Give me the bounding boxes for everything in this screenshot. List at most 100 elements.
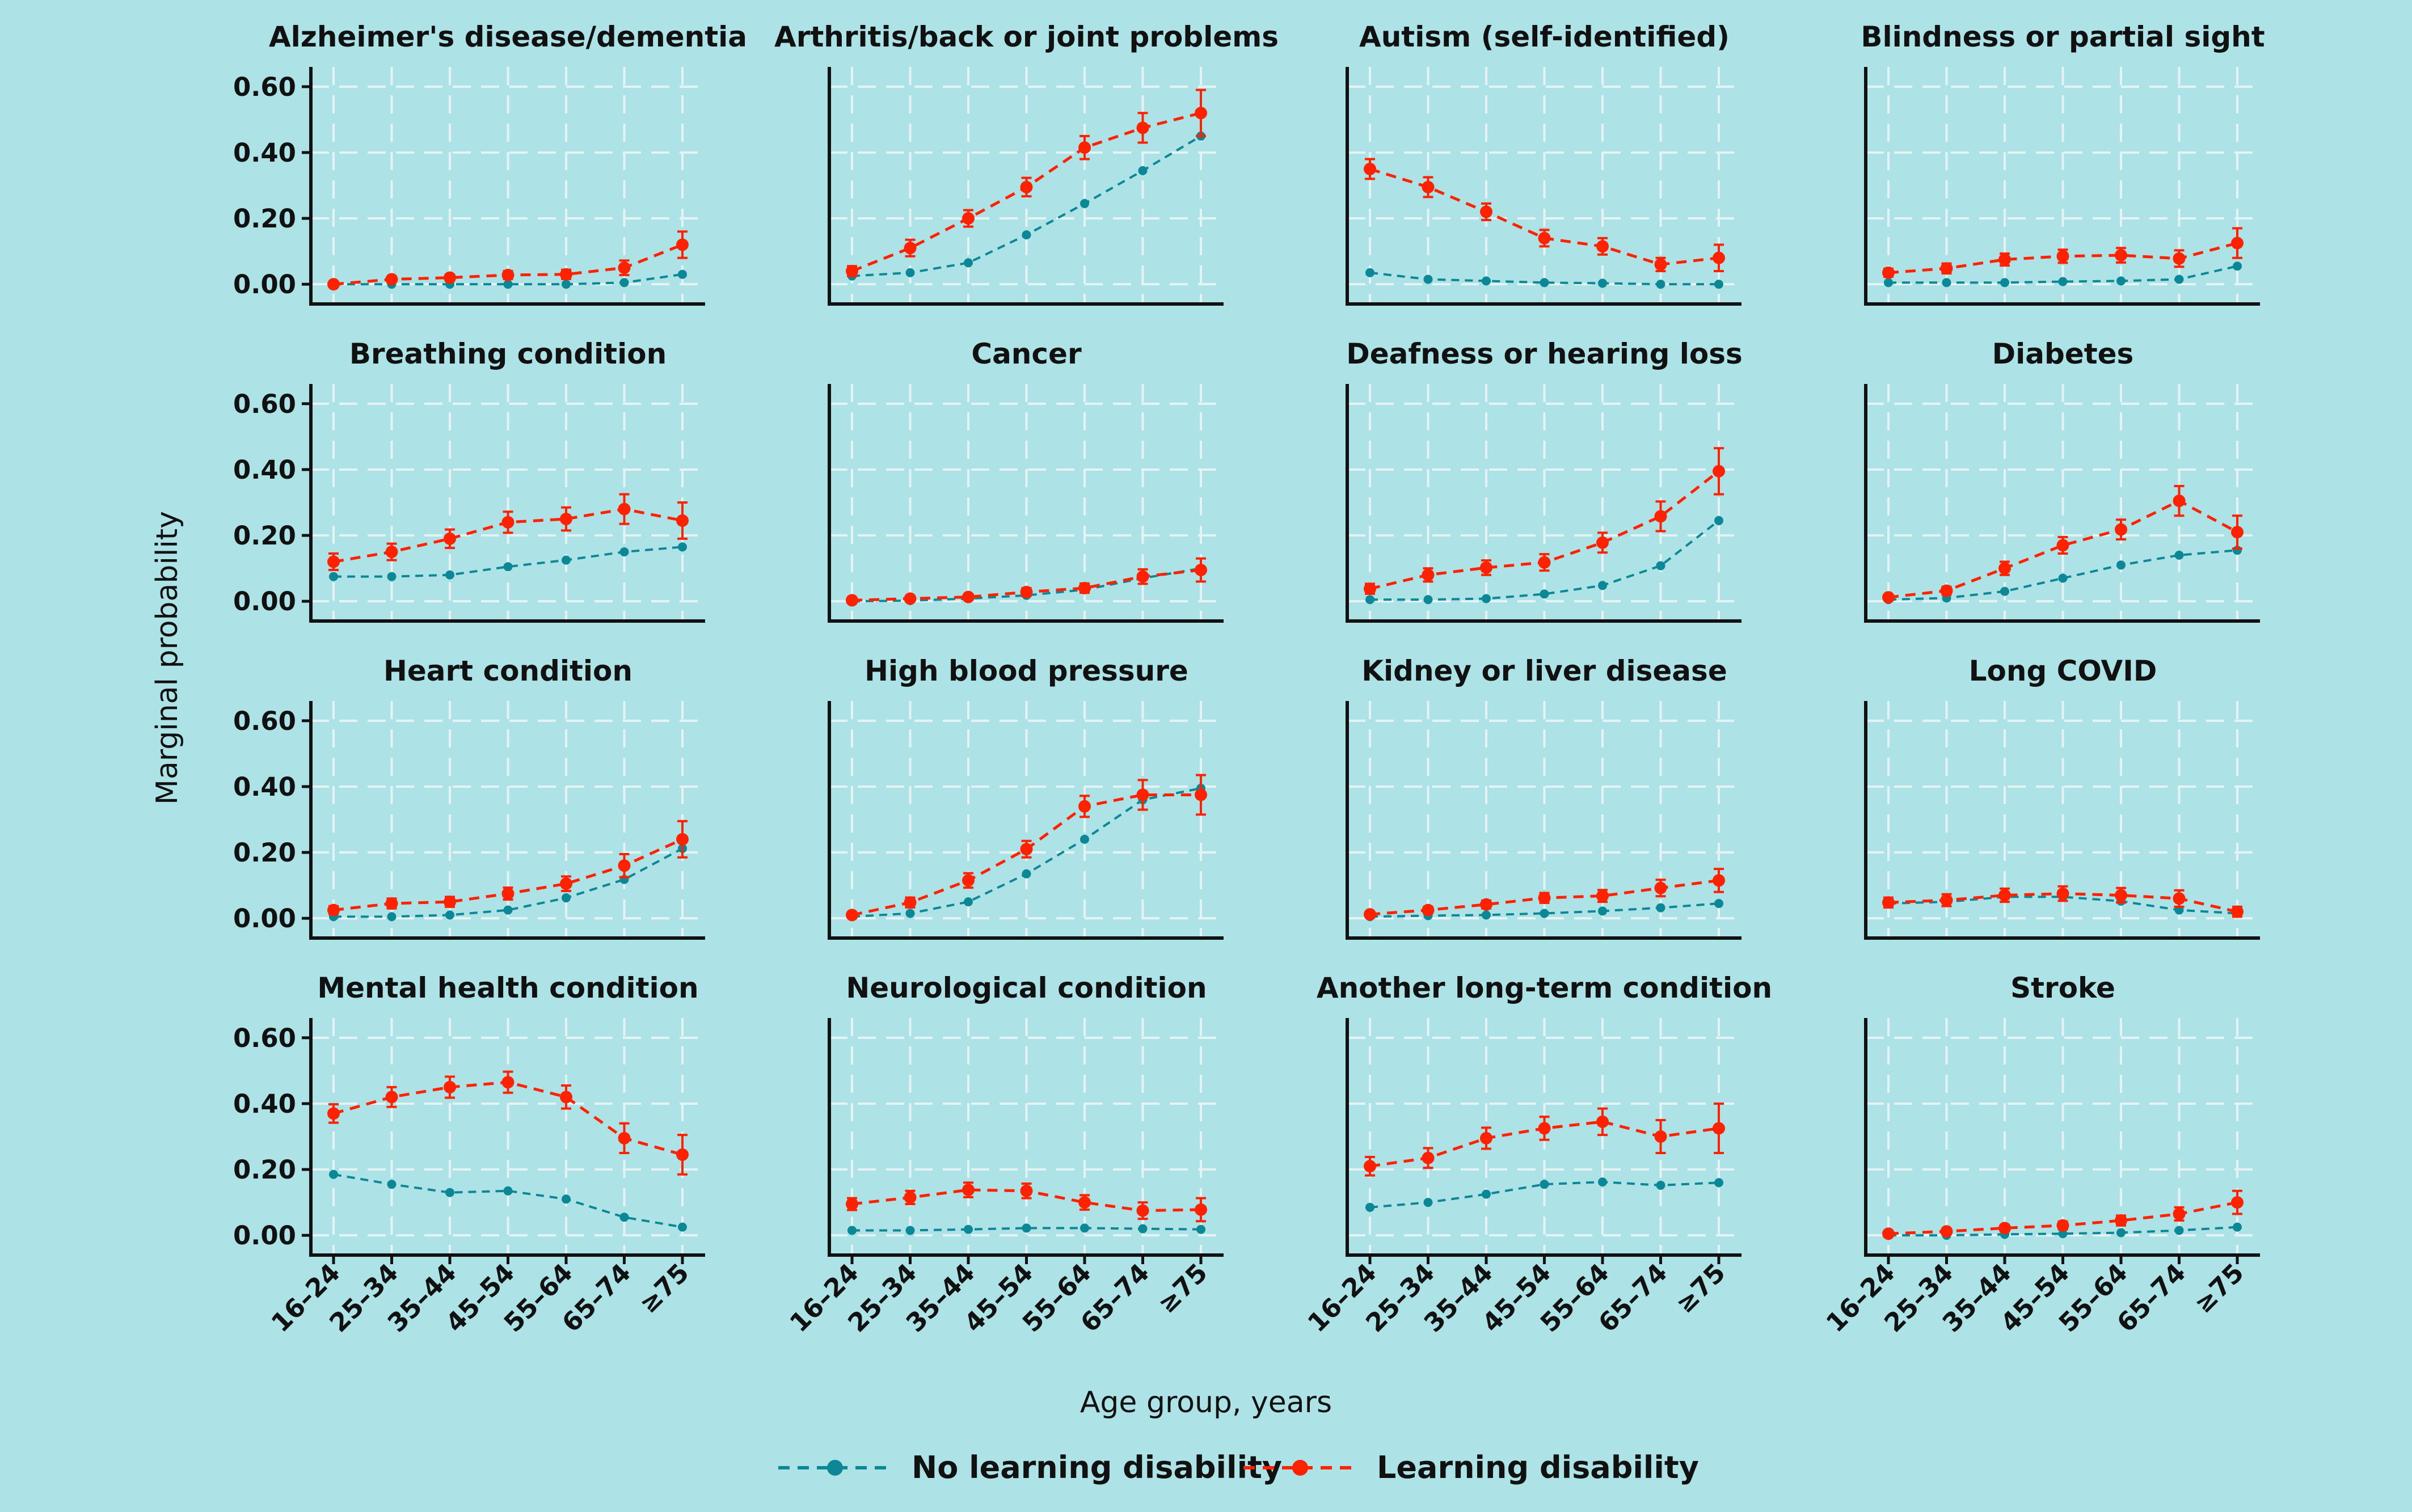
data-point-no-ld [1884, 278, 1893, 288]
data-point-ld [1078, 141, 1091, 154]
data-point-ld [560, 1091, 572, 1104]
data-point-ld [327, 1107, 340, 1120]
panel-blindness-or-partial-sight: Blindness or partial sight [1861, 20, 2265, 306]
panel-title: Arthritis/back or joint problems [774, 20, 1279, 53]
data-point-no-ld [1196, 1224, 1205, 1234]
data-point-ld [327, 903, 340, 917]
y-tick-label: 0.20 [233, 838, 296, 868]
data-point-ld [676, 1148, 689, 1161]
data-point-no-ld [1598, 906, 1607, 916]
panel-title: Breathing condition [349, 337, 667, 370]
y-tick-label: 0.60 [233, 706, 296, 736]
data-point-no-ld [1714, 516, 1723, 525]
data-point-ld [962, 874, 975, 887]
panel-cancer: Cancer [828, 337, 1224, 623]
y-tick-label: 0.40 [233, 1089, 296, 1119]
data-point-no-ld [2233, 261, 2242, 271]
panel-title: Neurological condition [846, 972, 1207, 1004]
data-point-ld [1998, 562, 2011, 575]
data-point-ld [1538, 556, 1551, 569]
legend-item-no-ld: No learning disability [778, 1450, 1282, 1485]
data-point-ld [846, 1198, 858, 1211]
data-point-no-ld [2000, 586, 2009, 596]
data-point-no-ld [2116, 276, 2126, 286]
data-point-no-ld [1482, 276, 1491, 286]
data-point-ld [2056, 539, 2069, 552]
panel-breathing-condition: Breathing condition 0.00 0.20 0.40 0.60 [233, 337, 705, 623]
data-point-ld [1078, 581, 1091, 594]
data-point-no-ld [905, 909, 915, 918]
data-point-no-ld [1080, 198, 1089, 208]
panel-diabetes: Diabetes [1864, 337, 2260, 623]
data-point-ld [1654, 510, 1667, 523]
data-point-ld [1998, 253, 2011, 266]
y-tick-label: 0.20 [233, 1155, 296, 1185]
data-point-no-ld [1423, 274, 1433, 284]
panel-arthritis-back-or-joint-problems: Arthritis/back or joint problems [774, 20, 1279, 306]
data-point-ld [2173, 252, 2186, 265]
legend-label-no-ld: No learning disability [912, 1450, 1282, 1485]
y-tick-label: 0.40 [233, 138, 296, 168]
data-point-no-ld [678, 269, 687, 279]
data-point-no-ld [1365, 268, 1374, 277]
data-point-no-ld [2174, 1226, 2184, 1235]
data-point-ld [846, 909, 858, 922]
data-point-ld [904, 242, 917, 255]
data-point-ld [1136, 788, 1149, 801]
data-point-no-ld [445, 1188, 454, 1197]
data-point-no-ld [1656, 903, 1665, 913]
data-point-ld [560, 877, 572, 890]
legend-label-ld: Learning disability [1377, 1450, 1699, 1485]
data-point-no-ld [964, 897, 973, 907]
data-point-ld [444, 271, 456, 284]
data-point-no-ld [1540, 589, 1549, 599]
data-point-ld [618, 261, 631, 274]
data-point-ld [1136, 570, 1149, 583]
data-point-ld [1136, 1204, 1149, 1217]
y-axis-title: Marginal probability [150, 511, 184, 805]
panel-alzheimer-s-disease-dementia: Alzheimer's disease/dementia 0.00 0.20 0.40… [233, 20, 747, 306]
data-point-ld [501, 887, 515, 900]
panel-heart-condition: Heart condition 0.00 0.20 0.40 0.60 [233, 654, 705, 940]
data-point-ld [1596, 889, 1609, 902]
panels: Alzheimer's disease/dementia 0.00 0.20 0.40… [233, 20, 2265, 1338]
data-point-ld [1596, 240, 1609, 253]
data-point-no-ld [1598, 278, 1607, 288]
data-point-no-ld [619, 278, 629, 288]
data-point-ld [846, 264, 858, 277]
data-point-ld [1882, 1227, 1895, 1240]
data-point-ld [676, 833, 689, 846]
data-point-ld [2231, 236, 2244, 250]
data-point-ld [1136, 121, 1149, 134]
data-point-no-ld [964, 1224, 973, 1234]
panel-title: Another long-term condition [1317, 972, 1772, 1004]
data-point-no-ld [1714, 1178, 1723, 1188]
data-point-no-ld [503, 280, 513, 289]
data-point-no-ld [2058, 277, 2068, 286]
data-point-ld [1596, 536, 1609, 549]
data-point-ld [1480, 205, 1492, 218]
data-point-no-ld [1080, 834, 1089, 844]
data-point-no-ld [1022, 869, 1031, 879]
data-point-no-ld [562, 1194, 571, 1204]
data-point-ld [846, 594, 858, 607]
y-tick-label: 0.60 [233, 389, 296, 419]
data-point-ld [2056, 250, 2069, 263]
data-point-ld [444, 532, 456, 545]
data-point-ld [1078, 1196, 1091, 1209]
data-point-no-ld [1714, 899, 1723, 909]
data-point-no-ld [1482, 910, 1491, 920]
data-point-no-ld [2058, 573, 2068, 583]
data-point-ld [1596, 1115, 1609, 1128]
data-point-ld [1713, 1122, 1725, 1135]
data-point-ld [1654, 1130, 1667, 1143]
data-point-no-ld [847, 1226, 857, 1235]
legend-swatch-no-ld-marker [827, 1460, 843, 1476]
data-point-ld [2231, 905, 2244, 918]
data-point-ld [444, 896, 456, 909]
panel-title: Alzheimer's disease/dementia [269, 20, 747, 53]
y-tick-label: 0.20 [233, 204, 296, 234]
data-point-no-ld [1482, 594, 1491, 603]
data-point-ld [560, 268, 572, 281]
